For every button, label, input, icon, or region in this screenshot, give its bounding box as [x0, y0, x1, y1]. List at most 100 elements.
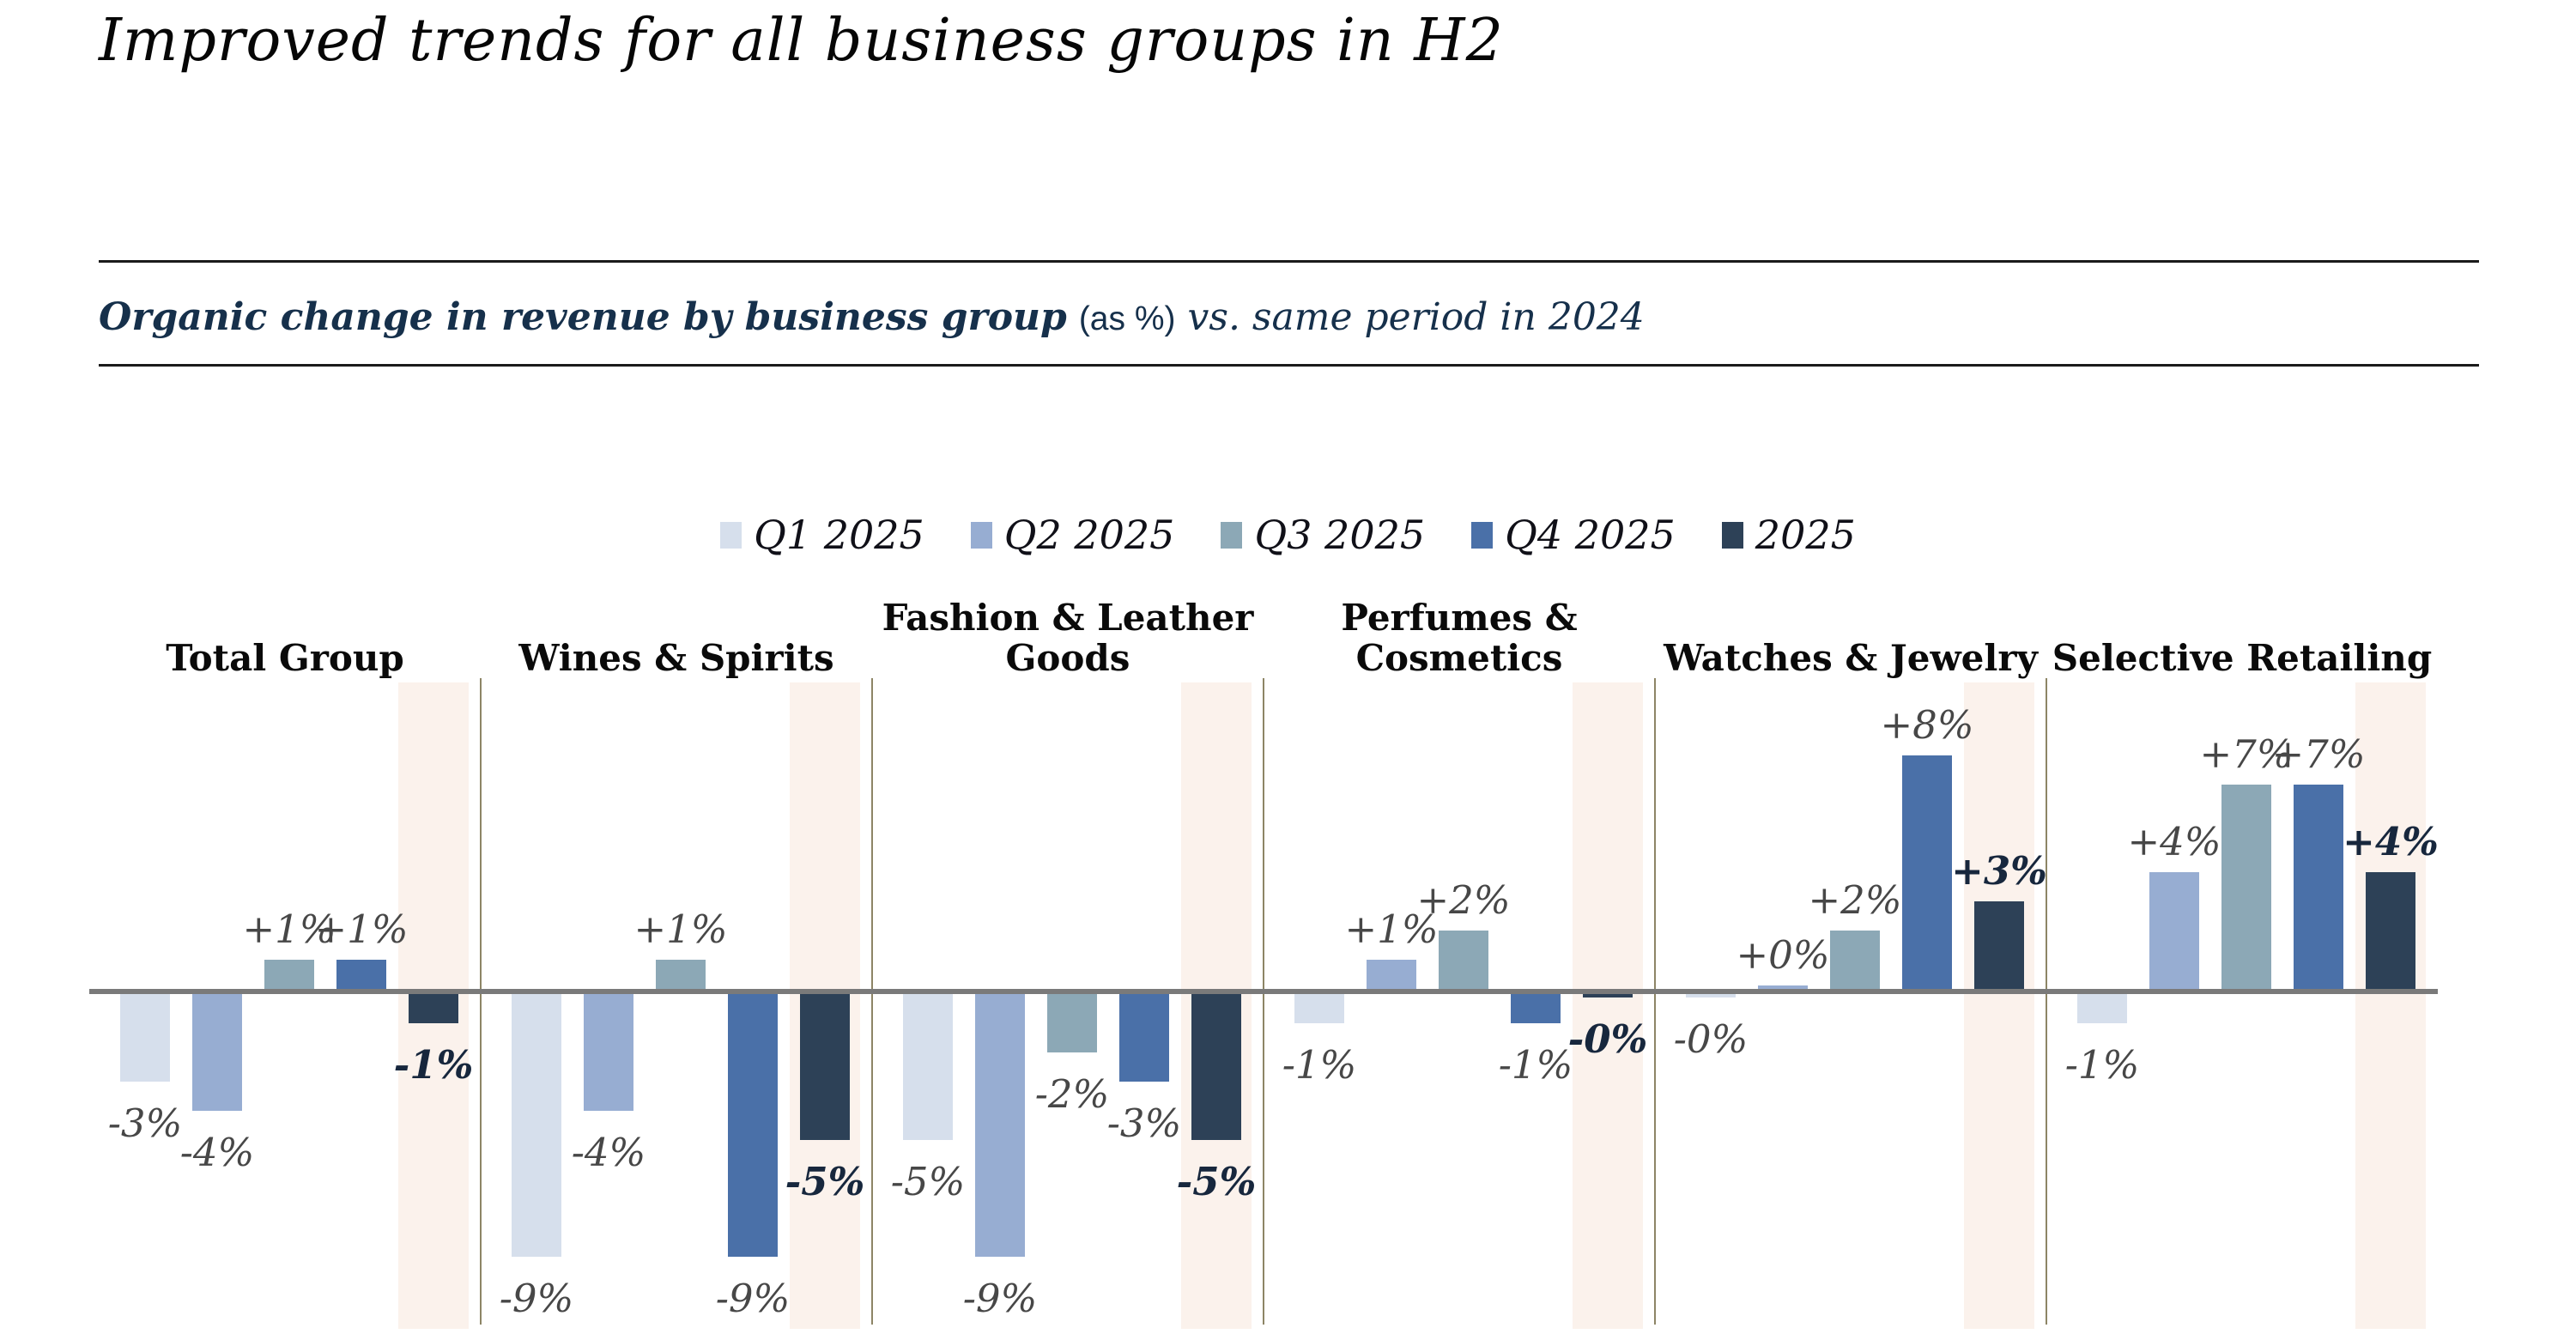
group-perfumes-cosmetics: Perfumes & Cosmetics -1% +1% +2% -1% -0% [1264, 592, 1656, 1334]
bar-value-label: +0% [1736, 932, 1830, 978]
year-highlight-band [1964, 682, 2034, 1329]
bar-value-label: -9% [962, 1276, 1038, 1321]
bar-q3-2025 [1047, 994, 1097, 1052]
bar-q4-2025 [1511, 994, 1561, 1023]
bar-value-label: +1% [314, 907, 409, 952]
bar-value-label: +1% [1344, 907, 1439, 952]
bar-value-label: +1% [633, 907, 728, 952]
bar-value-label: +2% [1808, 877, 1902, 923]
bar-value-label: -2% [1034, 1071, 1110, 1117]
legend-item-label: Q4 2025 [1505, 512, 1676, 558]
slide-title: Improved trends for all business groups … [99, 7, 1504, 75]
bar-2025 [1583, 994, 1633, 997]
year-highlight-band [2355, 682, 2426, 1329]
bar-value-label: -1% [1498, 1042, 1573, 1088]
bar-value-label: +7% [2199, 731, 2294, 777]
chart-legend: Q1 2025 Q2 2025 Q3 2025 Q4 2025 2025 [0, 512, 2576, 558]
bar-value-label: -5% [785, 1159, 865, 1204]
bar-2025 [800, 994, 850, 1140]
bar-value-label: -4% [571, 1130, 646, 1175]
legend-swatch-icon [970, 521, 992, 549]
bar-value-label: -4% [179, 1130, 255, 1175]
bar-value-label: +7% [2271, 731, 2366, 777]
group-title: Selective Retailing [2052, 636, 2433, 679]
legend-swatch-icon [1221, 521, 1243, 549]
bar-value-label: +4% [2127, 819, 2221, 864]
bar-value-label: +8% [1880, 702, 1974, 748]
legend-item-label: Q3 2025 [1254, 512, 1426, 558]
bar-q3-2025 [1830, 931, 1880, 989]
bar-q4-2025 [728, 994, 778, 1257]
group-wines-spirits: Wines & Spirits -9% -4% +1% -9% -5% [481, 592, 873, 1334]
chart-subtitle: Organic change in revenue by business gr… [99, 295, 1645, 339]
bar-q2-2025 [975, 994, 1025, 1257]
group-title: Wines & Spirits [518, 636, 834, 679]
bar-q2-2025 [192, 994, 242, 1111]
subtitle-comparison-text: vs. same period in 2024 [1187, 295, 1645, 339]
bar-value-label: -9% [499, 1276, 574, 1321]
subtitle-unit-text: (as %) [1078, 300, 1176, 337]
bar-q1-2025 [512, 994, 561, 1257]
bar-value-label: -0% [1673, 1016, 1749, 1062]
bar-value-label: -5% [1176, 1159, 1257, 1204]
group-divider [1654, 678, 1656, 1325]
group-divider [1263, 678, 1264, 1325]
bar-value-label: -1% [2064, 1042, 2140, 1088]
bar-value-label: -5% [890, 1159, 966, 1204]
bar-q1-2025 [1686, 994, 1736, 997]
bar-2025 [2366, 872, 2415, 989]
top-rule [99, 260, 2479, 263]
group-title: Watches & Jewelry [1664, 636, 2038, 679]
group-title: Perfumes & Cosmetics [1341, 596, 1578, 679]
legend-item-label: Q1 2025 [754, 512, 924, 558]
subtitle-bold-text: Organic change in revenue by business gr… [99, 295, 1067, 339]
bar-value-label: +1% [242, 907, 336, 952]
bar-q3-2025 [264, 960, 314, 989]
bar-q1-2025 [903, 994, 953, 1140]
bar-value-label: -9% [715, 1276, 791, 1321]
legend-swatch-icon [1721, 521, 1743, 549]
legend-item-q1-2025: Q1 2025 [720, 512, 924, 558]
bar-q4-2025 [336, 960, 386, 989]
bar-chart: Total Group -3% -4% +1% +1% -1% Wines & Spirit… [89, 592, 2439, 1334]
bar-q2-2025 [1758, 985, 1808, 989]
bar-2025 [1191, 994, 1241, 1140]
bar-value-label: +3% [1951, 848, 2047, 894]
bar-q4-2025 [1119, 994, 1169, 1082]
legend-item-q4-2025: Q4 2025 [1471, 512, 1676, 558]
legend-item-label: 2025 [1755, 512, 1856, 558]
group-title: Fashion & Leather Goods [882, 596, 1254, 679]
bar-q2-2025 [2149, 872, 2199, 989]
bar-value-label: -1% [1282, 1042, 1357, 1088]
bar-q3-2025 [2221, 785, 2271, 989]
bar-q2-2025 [584, 994, 633, 1111]
group-total-group: Total Group -3% -4% +1% +1% -1% [89, 592, 482, 1334]
legend-item-q3-2025: Q3 2025 [1221, 512, 1425, 558]
bar-value-label: -1% [393, 1042, 474, 1088]
bar-value-label: -3% [107, 1101, 183, 1146]
bar-q4-2025 [2294, 785, 2343, 989]
group-selective-retailing: Selective Retailing -1% +4% +7% +7% +4% [2046, 592, 2439, 1334]
bar-q2-2025 [1367, 960, 1416, 989]
legend-item-label: Q2 2025 [1003, 512, 1175, 558]
legend-swatch-icon [1471, 521, 1494, 549]
group-title: Total Group [166, 636, 404, 679]
year-highlight-band [1573, 682, 1643, 1329]
legend-swatch-icon [720, 521, 742, 549]
bar-2025 [1974, 901, 2024, 989]
bar-2025 [409, 994, 458, 1023]
group-divider [871, 678, 873, 1325]
bar-q1-2025 [2077, 994, 2127, 1023]
bar-value-label: +2% [1416, 877, 1511, 923]
group-watches-jewelry: Watches & Jewelry -0% +0% +2% +8% +3% [1655, 592, 2047, 1334]
bottom-rule [99, 364, 2479, 367]
bar-value-label: +4% [2343, 819, 2439, 864]
group-divider [2046, 678, 2047, 1325]
bar-value-label: -3% [1106, 1101, 1182, 1146]
bar-value-label: -0% [1567, 1016, 1648, 1062]
bar-q1-2025 [1294, 994, 1344, 1023]
bar-q1-2025 [120, 994, 170, 1082]
group-fashion-leather-goods: Fashion & Leather Goods -5% -9% -2% -3% -5% [872, 592, 1264, 1334]
bar-q3-2025 [1439, 931, 1488, 989]
